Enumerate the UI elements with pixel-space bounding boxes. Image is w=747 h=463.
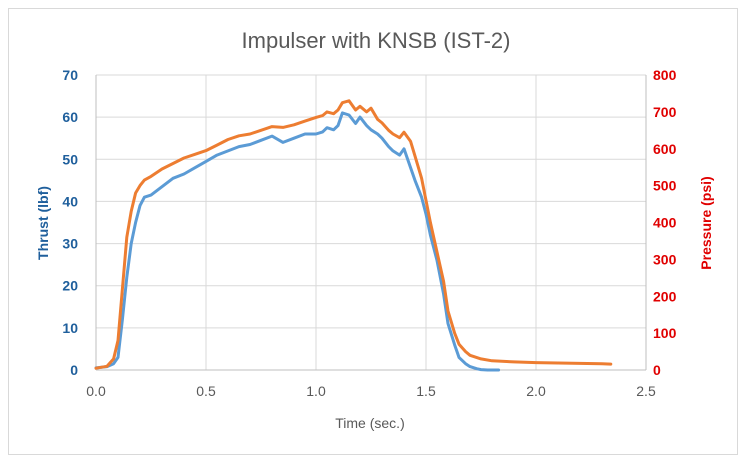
series-line-thrust	[94, 111, 501, 372]
y-axis-label-pressure: Pressure (psi)	[698, 176, 714, 269]
x-tick-label: 1.5	[416, 383, 436, 399]
chart-title: Impulser with KNSB (IST-2)	[242, 28, 511, 53]
series-line-pressure	[94, 99, 613, 370]
y-tick-label-pressure: 200	[653, 288, 677, 304]
x-axis-label: Time (sec.)	[335, 415, 404, 431]
x-tick-label: 1.0	[306, 383, 326, 399]
y-tick-label-thrust: 20	[62, 278, 78, 294]
axes	[95, 75, 647, 371]
y-tick-label-pressure: 500	[653, 178, 677, 194]
y-tick-label-thrust: 50	[62, 151, 78, 167]
y-tick-label-pressure: 700	[653, 104, 677, 120]
y-tick-label-thrust: 40	[62, 193, 78, 209]
x-tick-label: 2.5	[636, 383, 656, 399]
y-axis-label-thrust: Thrust (lbf)	[35, 186, 51, 260]
y-tick-label-pressure: 0	[653, 362, 661, 378]
gridlines	[96, 74, 647, 370]
series-lines	[94, 99, 613, 372]
y-tick-label-thrust: 30	[62, 236, 78, 252]
y-tick-label-pressure: 800	[653, 67, 677, 83]
tick-labels: 0.0 0.5 1.0 1.5 2.0 2.50102030405060700100200…	[62, 67, 676, 399]
y-tick-label-thrust: 10	[62, 320, 78, 336]
y-tick-label-pressure: 300	[653, 251, 677, 267]
y-tick-label-pressure: 600	[653, 141, 677, 157]
y-tick-label-thrust: 0	[70, 362, 78, 378]
y-tick-label-pressure: 400	[653, 215, 677, 231]
chart-border	[8, 8, 738, 455]
y-tick-label-thrust: 70	[62, 67, 78, 83]
y-tick-label-thrust: 60	[62, 109, 78, 125]
x-tick-label: 0.5	[196, 383, 216, 399]
x-tick-label: 2.0	[526, 383, 546, 399]
y-tick-label-pressure: 100	[653, 325, 677, 341]
x-tick-label: 0.0	[86, 383, 106, 399]
